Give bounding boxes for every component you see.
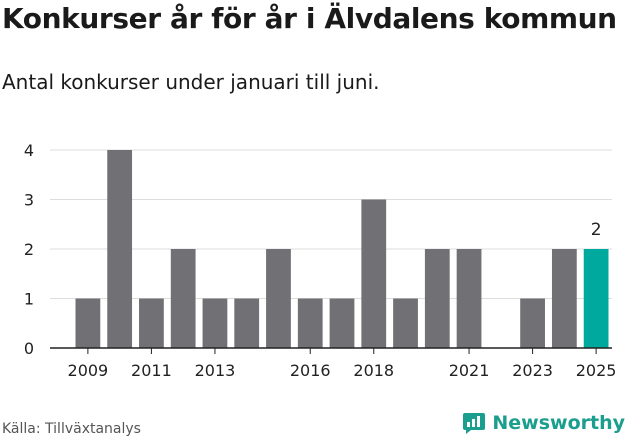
bar-chart: 0 1 2 3 4 2009 2011 2013 2016 2018 2021 2023 2025 2 <box>24 141 617 380</box>
bar-2009 <box>75 298 101 348</box>
x-tick-label: 2016 <box>290 361 331 380</box>
bar-2016 <box>297 298 323 348</box>
x-tick-label: 2011 <box>131 361 172 380</box>
y-tick-label: 1 <box>24 290 34 309</box>
bar-2020 <box>424 249 450 348</box>
brand-logo: Newsworthy <box>462 408 625 438</box>
newsworthy-logo-icon <box>463 413 486 434</box>
bar-2024 <box>551 249 577 348</box>
bar-2014 <box>234 298 260 348</box>
y-tick-label: 2 <box>24 240 34 259</box>
bar-2023 <box>520 298 545 348</box>
bar-2017 <box>329 298 355 348</box>
bar-2010 <box>107 150 133 348</box>
x-tick-label: 2023 <box>512 361 553 380</box>
source-note: Källa: Tillväxtanalys <box>2 421 141 437</box>
bar-2012 <box>170 249 196 348</box>
bar-2021 <box>456 249 482 348</box>
chart-subtitle: Antal konkurser under januari till juni. <box>2 70 380 94</box>
x-tick-label: 2025 <box>576 361 617 380</box>
bar-2019 <box>393 298 418 348</box>
x-tick-label: 2013 <box>195 361 236 380</box>
x-tick-label: 2021 <box>449 361 490 380</box>
brand-name: Newsworthy <box>492 412 625 434</box>
bar-2025 <box>583 249 609 348</box>
y-tick-label: 0 <box>24 339 34 358</box>
x-tick-label: 2009 <box>68 361 109 380</box>
data-label: 2 <box>591 220 602 240</box>
bar-2013 <box>202 298 228 348</box>
bar-2011 <box>139 298 164 348</box>
bar-2015 <box>266 249 291 348</box>
chart-title: Konkurser år för år i Älvdalens kommun <box>2 2 617 35</box>
bar-2018 <box>361 199 387 348</box>
y-tick-label: 4 <box>24 141 34 160</box>
x-tick-label: 2018 <box>353 361 394 380</box>
y-tick-label: 3 <box>24 191 34 210</box>
